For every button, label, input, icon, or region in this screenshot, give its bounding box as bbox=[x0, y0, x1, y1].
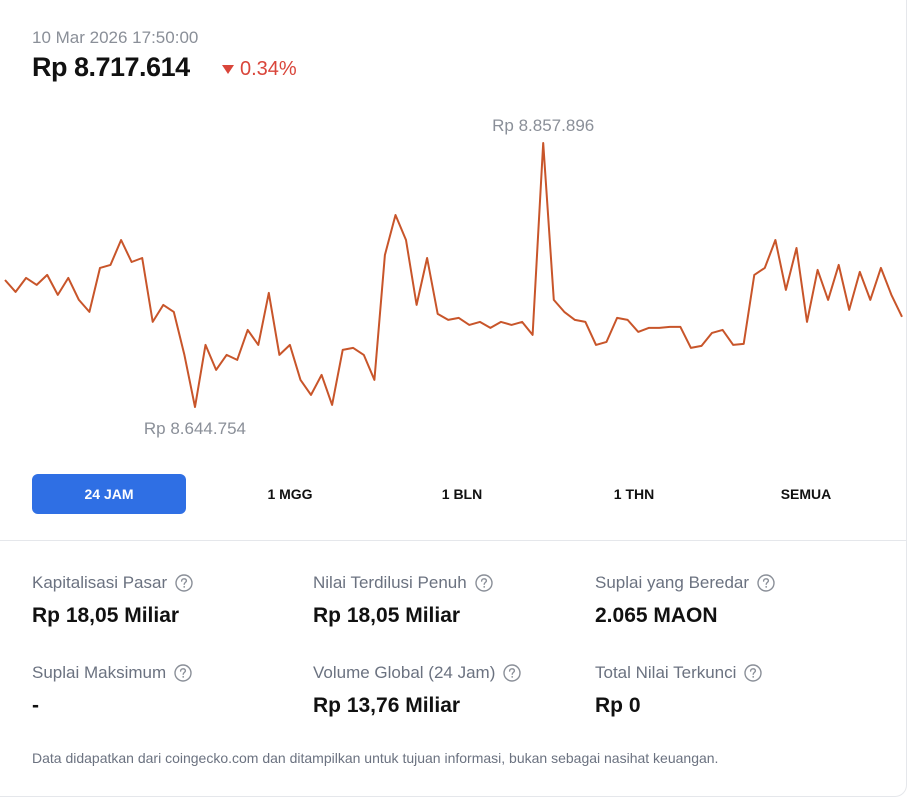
stat: Nilai Terdilusi Penuh Rp 18,05 Miliar bbox=[313, 572, 583, 628]
stat-value: Rp 0 bbox=[595, 694, 641, 717]
stat-label: Suplai yang Beredar bbox=[595, 573, 750, 592]
stat-label-row: Suplai Maksimum bbox=[32, 662, 302, 684]
price-change: 0.34% bbox=[222, 58, 297, 81]
help-icon[interactable] bbox=[757, 574, 775, 592]
stat: Total Nilai Terkunci Rp 0 bbox=[595, 662, 865, 718]
help-icon[interactable] bbox=[744, 664, 763, 682]
stat-value: Rp 18,05 Miliar bbox=[32, 604, 180, 627]
change-text: 0.34% bbox=[240, 58, 297, 80]
stat-value: - bbox=[32, 694, 39, 717]
stat: Volume Global (24 Jam) Rp 13,76 Miliar bbox=[313, 662, 583, 718]
timeframe-tab[interactable]: 1 BLN bbox=[441, 486, 483, 502]
stat-value: Rp 18,05 Miliar bbox=[313, 604, 461, 627]
stat-label: Nilai Terdilusi Penuh bbox=[313, 573, 467, 592]
stat-label: Volume Global (24 Jam) bbox=[313, 663, 496, 682]
timestamp: 10 Mar 2026 17:50:00 bbox=[32, 28, 199, 47]
stat: Suplai Maksimum - bbox=[32, 662, 302, 718]
price-annotation: Rp 8.857.896 bbox=[492, 116, 594, 135]
stat-value: Rp 13,76 Miliar bbox=[313, 694, 461, 717]
price-annotation: Rp 8.644.754 bbox=[144, 419, 246, 438]
timeframe-tabs: 24 JAM 1 MGG 1 BLN 1 THN SEMUA bbox=[32, 474, 892, 514]
separator bbox=[0, 540, 906, 541]
stat-label: Kapitalisasi Pasar bbox=[32, 573, 168, 592]
timeframe-tab[interactable]: 1 THN bbox=[613, 486, 655, 502]
timeframe-tab[interactable]: 1 MGG bbox=[267, 486, 313, 502]
stat-label-row: Nilai Terdilusi Penuh bbox=[313, 572, 583, 594]
stat-label-row: Volume Global (24 Jam) bbox=[313, 662, 583, 684]
help-icon[interactable] bbox=[175, 574, 193, 592]
price-line bbox=[4, 142, 903, 408]
stat-value: 2.065 MAON bbox=[595, 604, 718, 627]
stat: Suplai yang Beredar 2.065 MAON bbox=[595, 572, 865, 628]
stat-label-row: Kapitalisasi Pasar bbox=[32, 572, 302, 594]
chart: Rp 8.857.896 Rp 8.644.754 bbox=[4, 116, 903, 438]
stat-label-row: Total Nilai Terkunci bbox=[595, 662, 865, 684]
timeframe-tab[interactable]: SEMUA bbox=[780, 486, 832, 502]
stat: Kapitalisasi Pasar Rp 18,05 Miliar bbox=[32, 572, 302, 628]
stat-label: Total Nilai Terkunci bbox=[595, 663, 737, 682]
help-icon[interactable] bbox=[174, 664, 192, 682]
footnote: Data didapatkan dari coingecko.com dan d… bbox=[32, 750, 719, 766]
help-icon[interactable] bbox=[475, 574, 493, 592]
price: Rp 8.717.614 bbox=[32, 52, 190, 82]
stat-label: Suplai Maksimum bbox=[32, 663, 167, 682]
timeframe-tab[interactable]: 24 JAM bbox=[32, 474, 186, 514]
stat-label-row: Suplai yang Beredar bbox=[595, 572, 865, 594]
help-icon[interactable] bbox=[503, 664, 522, 682]
down-arrow bbox=[222, 64, 234, 74]
